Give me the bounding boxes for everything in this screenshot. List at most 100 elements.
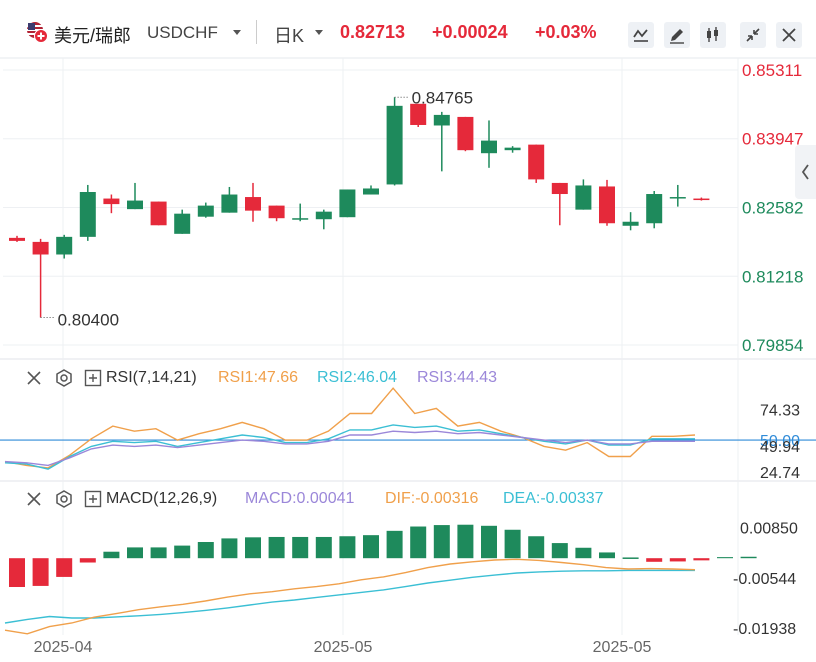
y-tick-label: 0.82582 <box>742 199 803 218</box>
macd-bar <box>174 545 191 559</box>
candle-body <box>292 218 309 220</box>
candle-body <box>32 241 49 255</box>
expand-icon[interactable] <box>84 369 102 387</box>
chart-type-button[interactable] <box>700 22 726 48</box>
collapse-button[interactable] <box>740 22 766 48</box>
candle-body <box>599 186 615 224</box>
x-axis-label: 2025-05 <box>314 639 373 656</box>
macd-bar <box>315 536 332 559</box>
us-flag-icon <box>27 22 48 43</box>
macd-bar <box>528 536 545 559</box>
pencil-icon <box>670 29 684 44</box>
x-axis-label: 2025-05 <box>593 639 652 656</box>
candle-body <box>433 114 450 126</box>
high-label: 0.84765 <box>412 88 473 107</box>
chevron-left-icon <box>801 164 809 180</box>
dif-legend: DIF:-0.00316 <box>385 490 479 507</box>
macd-bar <box>245 537 261 559</box>
candle-body <box>56 236 73 255</box>
candle-body <box>127 200 143 210</box>
macd-y-tick: 0.00850 <box>740 521 798 538</box>
line-chart-button[interactable] <box>628 22 654 48</box>
candle-body <box>315 211 332 220</box>
rsi-y-tick: 24.74 <box>760 465 800 482</box>
draw-button[interactable] <box>664 22 690 48</box>
macd-bar <box>339 536 356 559</box>
macd-bar <box>410 526 427 559</box>
period-selector[interactable]: 日K <box>274 26 305 46</box>
candle-body <box>622 221 639 226</box>
macd-bar <box>127 547 143 559</box>
last-price: 0.82713 <box>340 22 406 42</box>
macd-bar <box>221 538 238 559</box>
rsi-line-rsi1 <box>4 387 696 469</box>
price-change-pct: +0.03% <box>535 22 597 42</box>
macd-y-tick: -0.01938 <box>733 621 796 638</box>
candle-body <box>363 188 379 195</box>
rsi2-legend: RSI2:46.04 <box>317 369 398 386</box>
dif-line <box>4 558 696 635</box>
quote-header: 美元/瑞郎 USDCHF 日K 0.82713 +0.00024 +0.03% <box>0 0 816 58</box>
macd-bar <box>575 547 592 559</box>
header-divider <box>256 20 257 44</box>
macd-bar <box>457 524 474 559</box>
close-button[interactable] <box>776 22 802 48</box>
macd-bar <box>150 547 167 559</box>
macd-title: MACD(12,26,9) <box>106 490 218 507</box>
pair-code[interactable]: USDCHF <box>147 23 218 42</box>
candle-body <box>646 194 663 224</box>
x-axis-label: 2025-04 <box>34 639 93 656</box>
y-tick-label: 0.83947 <box>742 130 803 149</box>
macd-bar <box>9 558 25 587</box>
close-icon[interactable] <box>25 369 43 387</box>
macd-bar <box>717 557 733 559</box>
side-panel-toggle[interactable] <box>795 145 816 199</box>
candlestick-icon <box>707 27 718 42</box>
macd-bar <box>669 558 686 562</box>
macd-bar <box>103 551 120 559</box>
candle-body <box>79 192 96 237</box>
macd-bar <box>433 525 450 559</box>
close-icon[interactable] <box>25 490 43 508</box>
candle-body <box>551 182 568 195</box>
period-dropdown-icon[interactable] <box>315 30 323 35</box>
candle-body <box>575 185 592 210</box>
candle-body <box>504 147 521 151</box>
settings-icon[interactable] <box>54 368 74 388</box>
rsi3-legend: RSI3:44.43 <box>417 369 498 386</box>
macd-legend: MACD:0.00041 <box>245 490 355 507</box>
expand-icon[interactable] <box>84 490 102 508</box>
candle-body <box>386 105 403 185</box>
macd-bar <box>79 558 96 563</box>
rsi-line-rsi3 <box>4 430 695 467</box>
macd-bar <box>56 558 73 577</box>
rsi-y-tick: 74.33 <box>760 402 800 419</box>
dea-legend: DEA:-0.00337 <box>503 490 604 507</box>
macd-bar <box>268 536 285 559</box>
macd-bar <box>599 552 615 559</box>
candle-body <box>410 103 427 125</box>
macd-bar <box>622 557 639 559</box>
macd-header: MACD(12,26,9) MACD:0.00041 DIF:-0.00316 … <box>0 488 740 512</box>
candle-body <box>339 189 356 218</box>
candle-body <box>9 237 25 241</box>
pair-dropdown-icon[interactable] <box>233 30 241 35</box>
line-chart-icon <box>633 29 648 42</box>
macd-bar <box>363 535 379 559</box>
macd-bar <box>740 556 757 559</box>
settings-icon[interactable] <box>54 489 74 509</box>
candle-body <box>197 205 214 217</box>
rsi-header: RSI(7,14,21) RSI1:47.66 RSI2:46.04 RSI3:… <box>0 367 740 391</box>
collapse-icon <box>746 28 760 42</box>
macd-bar <box>386 530 403 559</box>
candle-body <box>150 201 167 226</box>
y-tick-label: 0.81218 <box>742 267 803 286</box>
macd-bar <box>551 543 568 559</box>
macd-bar <box>481 525 497 559</box>
pair-name[interactable]: 美元/瑞郎 <box>54 26 132 46</box>
candle-body <box>174 213 191 234</box>
price-change: +0.00024 <box>432 22 508 42</box>
macd-y-tick: -0.00544 <box>733 571 796 588</box>
candle-body <box>221 194 238 213</box>
